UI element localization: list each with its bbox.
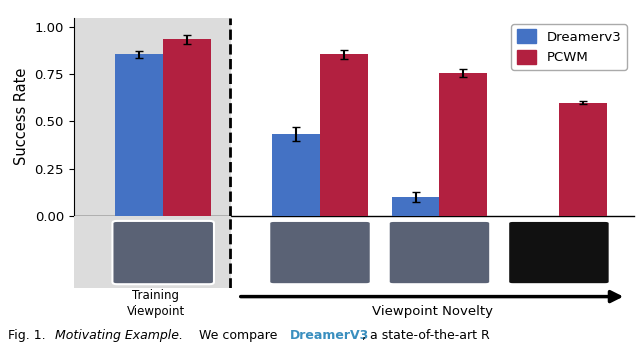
Bar	[74, 18, 230, 216]
Y-axis label: Success Rate: Success Rate	[14, 68, 29, 165]
Bar	[392, 197, 440, 216]
FancyBboxPatch shape	[269, 221, 371, 284]
Bar	[559, 102, 607, 216]
FancyBboxPatch shape	[508, 221, 610, 284]
Text: Motivating Example.: Motivating Example.	[55, 329, 183, 342]
Text: , a state-of-the-art R: , a state-of-the-art R	[362, 329, 490, 342]
FancyBboxPatch shape	[113, 221, 214, 284]
Text: Viewpoint Novelty: Viewpoint Novelty	[371, 305, 493, 318]
Text: Fig. 1.: Fig. 1.	[8, 329, 54, 342]
Legend: Dreamerv3, PCWM: Dreamerv3, PCWM	[511, 24, 627, 70]
FancyBboxPatch shape	[388, 221, 490, 284]
Text: We compare: We compare	[195, 329, 282, 342]
Text: DreamerV3: DreamerV3	[290, 329, 369, 342]
Bar	[163, 39, 211, 216]
Bar	[440, 73, 487, 216]
Bar	[272, 134, 320, 216]
Text: Training
Viewpoint: Training Viewpoint	[127, 289, 185, 318]
Bar	[320, 54, 368, 216]
Bar	[74, 216, 230, 288]
Bar	[115, 54, 163, 216]
